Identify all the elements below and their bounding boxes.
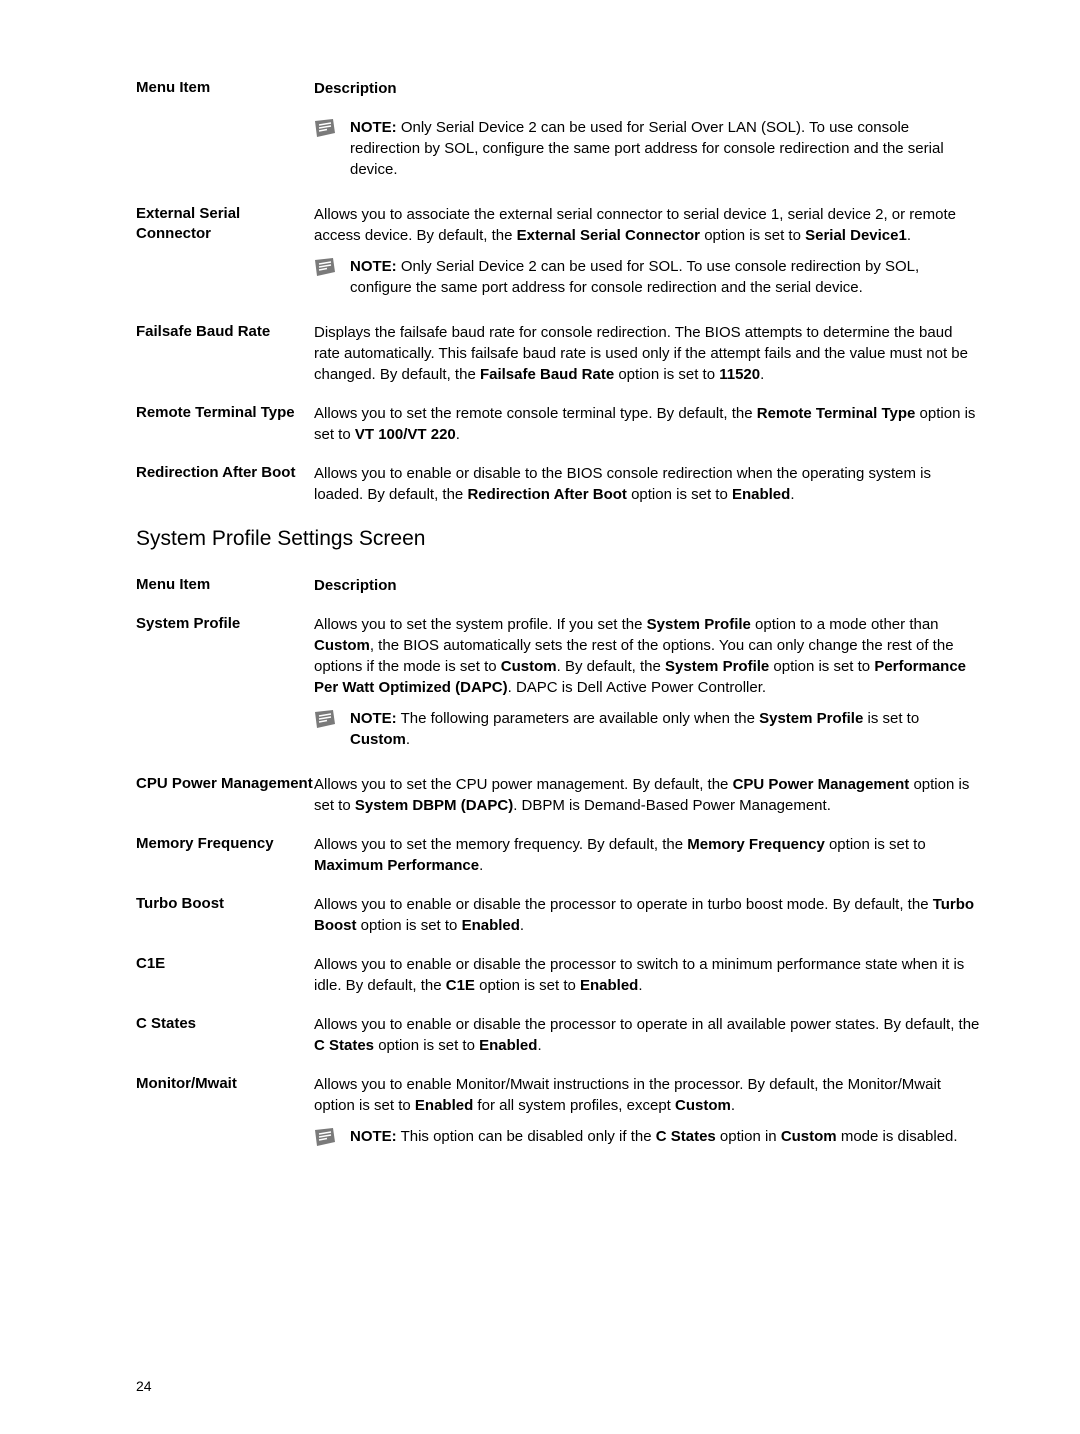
note-icon — [314, 118, 336, 138]
note-text: NOTE: The following parameters are avail… — [350, 708, 980, 750]
note-text: NOTE: Only Serial Device 2 can be used f… — [350, 256, 980, 298]
table-row: Remote Terminal Type Allows you to set t… — [136, 403, 980, 445]
row-label: External Serial Connector — [136, 204, 314, 304]
table-row: C1E Allows you to enable or disable the … — [136, 954, 980, 996]
row-label: CPU Power Management — [136, 774, 314, 816]
row-label: C1E — [136, 954, 314, 996]
row-desc: Displays the failsafe baud rate for cons… — [314, 322, 980, 385]
table-row: Memory Frequency Allows you to set the m… — [136, 834, 980, 876]
table-row: NOTE: Only Serial Device 2 can be used f… — [136, 117, 980, 186]
row-label — [136, 117, 314, 186]
table-row: External Serial Connector Allows you to … — [136, 204, 980, 304]
table-row: Redirection After Boot Allows you to ena… — [136, 463, 980, 505]
note-icon — [314, 709, 336, 729]
row-label: C States — [136, 1014, 314, 1056]
table1-header-row: Menu Item Description — [136, 78, 980, 99]
table2-header-row: Menu Item Description — [136, 575, 980, 596]
row-desc: Allows you to enable or disable the proc… — [314, 954, 980, 996]
note-block: NOTE: This option can be disabled only i… — [314, 1126, 980, 1147]
table-row: Monitor/Mwait Allows you to enable Monit… — [136, 1074, 980, 1153]
row-label: Turbo Boost — [136, 894, 314, 936]
table-row: System Profile Allows you to set the sys… — [136, 614, 980, 756]
table-row: CPU Power Management Allows you to set t… — [136, 774, 980, 816]
note-text: NOTE: This option can be disabled only i… — [350, 1126, 980, 1147]
note-block: NOTE: Only Serial Device 2 can be used f… — [314, 117, 980, 180]
note-body: Only Serial Device 2 can be used for SOL… — [350, 258, 919, 296]
note-prefix: NOTE: — [350, 119, 397, 136]
note-prefix: NOTE: — [350, 258, 397, 275]
row-desc: Allows you to enable or disable to the B… — [314, 463, 980, 505]
row-label: Monitor/Mwait — [136, 1074, 314, 1153]
desc-text: Allows you to associate the external ser… — [314, 206, 956, 244]
note-icon — [314, 1127, 336, 1147]
table-row: Failsafe Baud Rate Displays the failsafe… — [136, 322, 980, 385]
table2-header-label: Menu Item — [136, 575, 314, 596]
note-block: NOTE: Only Serial Device 2 can be used f… — [314, 256, 980, 298]
row-desc: Allows you to set the system profile. If… — [314, 614, 980, 756]
row-desc: Allows you to set the CPU power manageme… — [314, 774, 980, 816]
row-label: Failsafe Baud Rate — [136, 322, 314, 385]
table-row: C States Allows you to enable or disable… — [136, 1014, 980, 1056]
row-desc: Allows you to associate the external ser… — [314, 204, 980, 304]
note-prefix: NOTE: — [350, 1128, 397, 1145]
note-icon — [314, 257, 336, 277]
note-text: NOTE: Only Serial Device 2 can be used f… — [350, 117, 980, 180]
table-row: Turbo Boost Allows you to enable or disa… — [136, 894, 980, 936]
note-prefix: NOTE: — [350, 710, 397, 727]
row-desc: Allows you to set the memory frequency. … — [314, 834, 980, 876]
note-block: NOTE: The following parameters are avail… — [314, 708, 980, 750]
row-desc: Allows you to enable or disable the proc… — [314, 894, 980, 936]
row-desc: NOTE: Only Serial Device 2 can be used f… — [314, 117, 980, 186]
row-desc: Allows you to set the remote console ter… — [314, 403, 980, 445]
table2-header-desc: Description — [314, 575, 980, 596]
row-label: Memory Frequency — [136, 834, 314, 876]
row-label: Redirection After Boot — [136, 463, 314, 505]
table1-header-label: Menu Item — [136, 78, 314, 99]
page-number: 24 — [136, 1378, 152, 1394]
row-desc: Allows you to enable or disable the proc… — [314, 1014, 980, 1056]
row-label: Remote Terminal Type — [136, 403, 314, 445]
section-heading: System Profile Settings Screen — [136, 527, 980, 551]
note-body: Only Serial Device 2 can be used for Ser… — [350, 119, 944, 178]
table1-header-desc: Description — [314, 78, 980, 99]
row-label: System Profile — [136, 614, 314, 756]
row-desc: Allows you to enable Monitor/Mwait instr… — [314, 1074, 980, 1153]
